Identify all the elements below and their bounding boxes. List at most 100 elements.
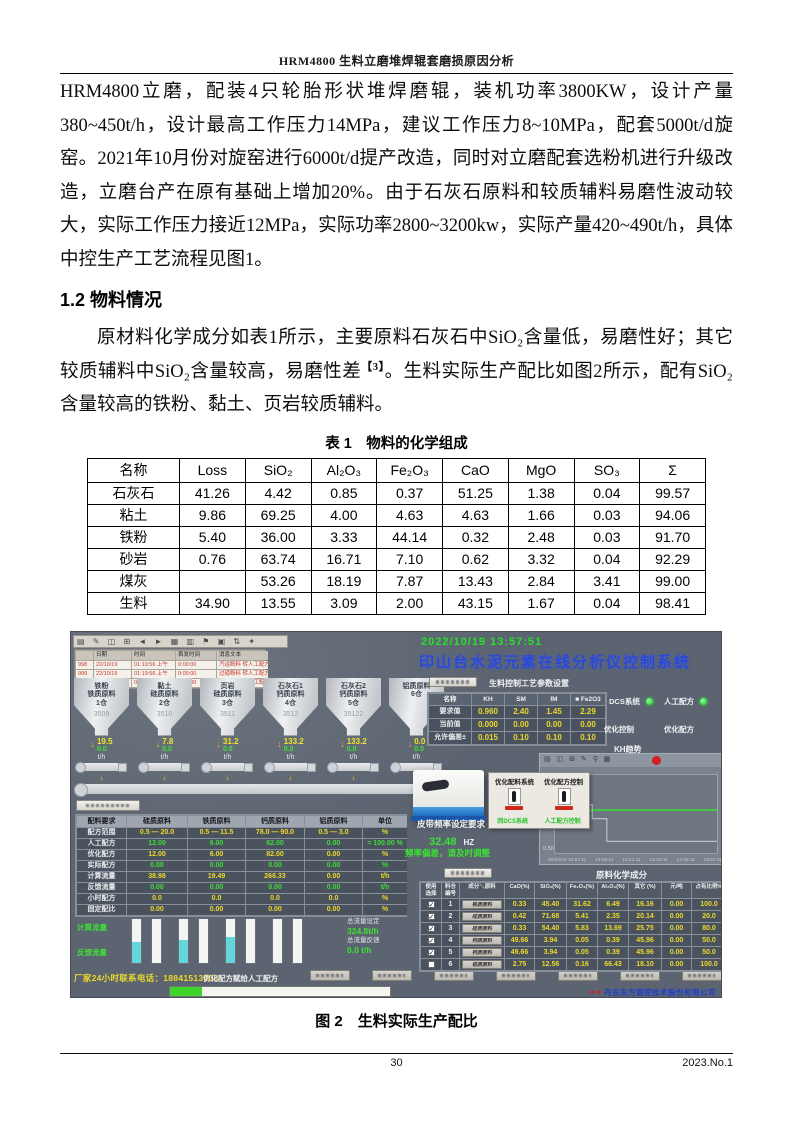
alarm-row[interactable]: 999 22/10/19 01:19:56 上午 0:00:00 过磅断料 转人… [76,669,268,678]
trend-toolbar[interactable]: ▤ ◫ ⊞ ✎ ⚲ ▦ [540,753,721,767]
alarm-header-cell: 日期 [94,650,131,660]
scada-toolbar[interactable]: ▤ ✎ ◫ ⊞ ◄ ► ▦ ▥ ⚑ ▣ ⇅ ✦ [73,634,288,648]
analyzer-machine [410,769,487,822]
vendor-brand: ●◄ 丹东东方测控技术股份有限公司 [589,987,716,997]
indicator-opt-control: 优化控制 [604,724,634,734]
page-footer: 30 2023.No.1 [60,1053,733,1069]
alarm-row[interactable]: 998 22/10/19 01:19:56 上午 0:00:00 汽运断料 转人… [76,660,268,669]
silo-bin: 6仓 [411,691,422,698]
silo-type: 铝质原料 [402,682,431,690]
down-arrow-icon: ↓ [162,771,167,782]
chem-header-cell: 使用 选择 [421,882,441,898]
material-button[interactable]: 铝质原料 [462,959,502,969]
chem-row: 4 钙质原料 49.66 3.94 0.05 0.39 45.96 0.00 5… [421,934,721,946]
green-led-icon [700,697,707,705]
batch-header-cell: 硅质原料 [127,815,187,827]
table1-header-cell: MgO [507,457,575,483]
batch-header-cell: 铝质原料 [305,815,362,827]
indicator-manual: 人工配方 [664,696,707,707]
silo-flow-setpoint: 133.2 [283,736,304,746]
x-axis-tick: 22/10/19 12:57:11 [548,857,587,863]
silo-flow: ↓ 7.8 0.0 [156,736,174,754]
silo-code: 3512 [282,711,299,718]
chem-row: 5 钙质原料 49.66 3.94 0.05 0.39 45.96 0.00 5… [421,946,721,958]
analyzer-plinth [410,815,487,821]
silo-flow-unit: t/h [412,753,421,761]
use-checkbox[interactable] [427,900,435,910]
material-name: 砂岩 [87,547,180,571]
silo-type: 钙质原料 [339,691,368,698]
switch-lever-icon [562,790,566,802]
citation-ref: 【3】 [361,360,385,373]
x-axis-tick: 13:33:11 [649,857,668,863]
scada-button[interactable] [310,969,350,981]
quality-target-table: 名称 KH SM IM ■ Fe2O3 要求值 0.960 2.40 1.45 2.29… [427,691,607,746]
timestamp: 2022/10/19 13:57:51 [421,635,543,648]
dcs-switch[interactable] [505,787,523,814]
silo-flow: ↓ 19.5 0.0 [90,737,112,754]
quality-header-row: 名称 KH SM IM ■ Fe2O3 [429,693,605,705]
use-checkbox[interactable] [427,948,435,958]
scada-button[interactable] [372,969,412,981]
flow-totals: 总流量设定 324.8t/h 总流量反馈 0.0 t/h [347,917,380,955]
chem-row: 2 硅质原料 0.42 71.68 5.41 2.35 20.14 0.00 2… [421,910,721,922]
down-arrow-icon: ↓ [277,738,282,749]
chem-row: 3 硅质原料 0.33 54.40 5.83 13.69 25.75 0.00 … [421,922,721,934]
bin-number: 1 [442,898,459,910]
silo-flow-unit: t/h [223,753,232,761]
silo-hopper-icon: 石灰石2 钙质原料 5仓 35122 [326,677,381,736]
indicator-dcs: DCS系统 [609,696,653,707]
material-name: 石灰石 [87,481,180,505]
toolbar-icons[interactable]: ▤ ✎ ◫ ⊞ ◄ ► ▦ ▥ ⚑ ▣ ⇅ ✦ [77,636,259,646]
material-button[interactable]: 钙质原料 [462,935,502,945]
system-title: 印山台水泥元素在线分析仪控制系统 [419,653,692,671]
feedback-flow-bar [245,917,256,964]
silo-flow-feedback: 0.0 [414,745,424,753]
silo-code: 3511 [219,711,236,718]
chem-row: 1 铁质原料 0.33 45.40 31.62 6.49 16.16 0.00 … [421,898,721,910]
material-button[interactable]: 钙质原料 [462,947,502,957]
close-icon[interactable] [652,755,661,765]
trend-toolbar-icons[interactable]: ▤ ◫ ⊞ ✎ ⚲ ▦ [544,755,613,763]
chem-param-button[interactable] [444,867,492,878]
feed-input-button[interactable] [76,799,140,811]
silo-code: 35122 [343,711,364,718]
table1-header-cell: Σ [639,457,706,483]
silo: 石灰石1 钙质原料 4仓 3512 ↓ 133.2 0.0 t/h [263,677,318,782]
alarm-header-cell: 消息文本 [217,650,268,660]
x-axis-tick: 13:21:11 [622,857,641,863]
material-button[interactable]: 铁质原料 [462,899,502,909]
quality-header-cell: 名称 [429,693,471,705]
material-button[interactable]: 硅质原料 [462,911,502,921]
total-flow-setpoint: 324.8t/h [347,925,379,936]
weigh-feeder-belt [326,761,379,773]
use-checkbox[interactable] [427,960,435,968]
silo-bin: 1仓 [96,699,107,707]
vendor-logo-icon: ●◄ [589,988,601,996]
table1-header-cell: Al₂O₃ [310,457,378,483]
chem-header-cell: SiO₂(%) [535,882,566,898]
batch-row: 固定配比 0.00 0.00 0.00 0.00 % [77,904,407,915]
use-checkbox[interactable] [427,912,435,922]
down-arrow-icon: ↓ [90,738,95,749]
gauge-pair [225,917,256,964]
switch-panel: 优化配料系统 优化配方控制 回DCS系统 人工配方控制 [488,771,590,829]
silo-flow-setpoint: 7.8 [162,736,174,746]
progress-bar [169,985,391,997]
feedback-flow-bar [292,917,303,964]
down-arrow-icon: ↓ [407,738,413,749]
manual-recipe-switch[interactable] [555,787,573,814]
silo-flow-unit: t/h [160,753,169,761]
calc-flow-bar [131,917,142,964]
param-input-button[interactable] [429,676,477,687]
silo-flow-setpoint: 31.2 [222,736,239,746]
batch-row: 反馈流量 0.00 0.00 0.00 0.00 t/h [77,882,407,893]
belt-frequency-value: 32.48 HZ [429,835,475,848]
silo-flow-unit: t/h [349,753,358,761]
table1-row: 煤灰 53.26 18.19 7.87 13.43 2.84 3.41 99.0… [87,569,706,593]
use-checkbox[interactable] [427,924,435,934]
material-button[interactable]: 硅质原料 [462,923,502,933]
vendor-name: 丹东东方测控技术股份有限公司 [604,987,716,997]
batch-header-cell: 钙质原料 [246,815,304,827]
use-checkbox[interactable] [427,936,435,946]
